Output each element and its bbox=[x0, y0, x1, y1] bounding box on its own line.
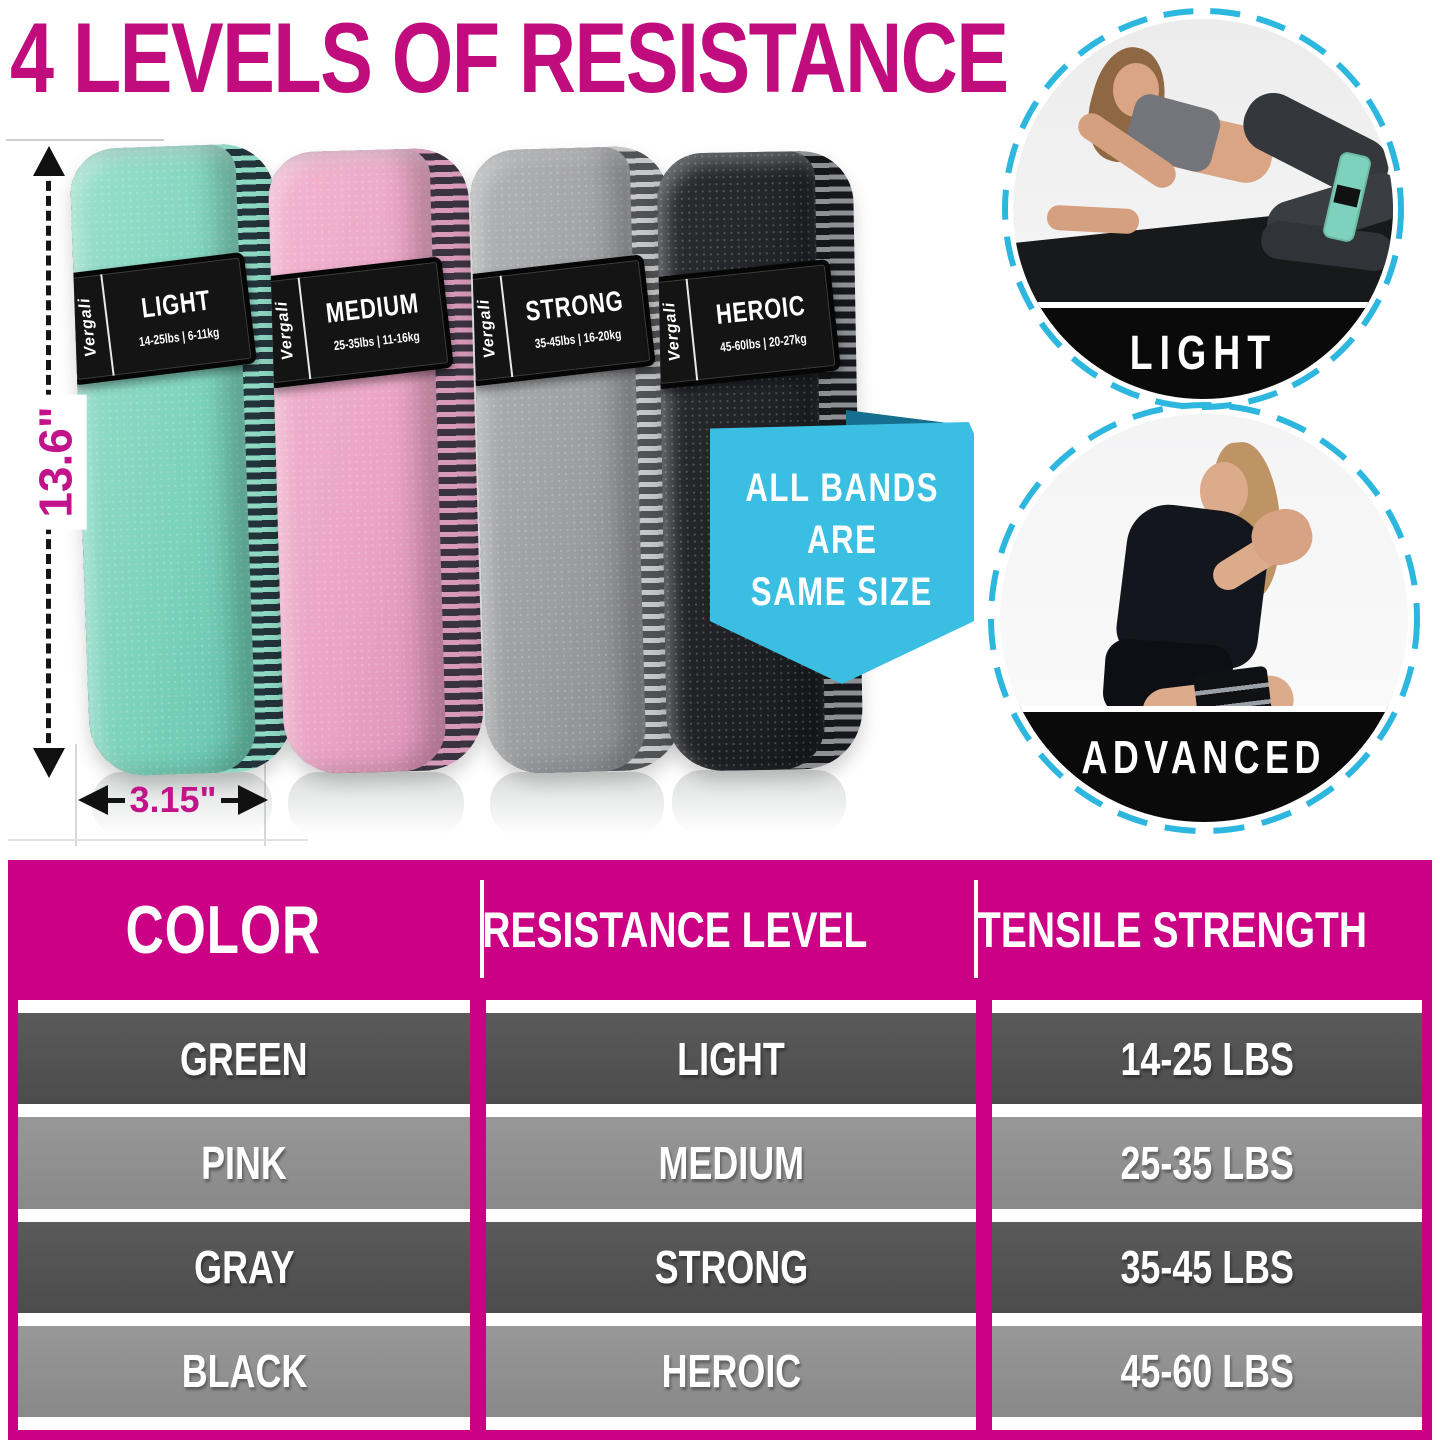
band-medium-pink: Vergali MEDIUM 25-35lbs | 11-16kg bbox=[267, 147, 485, 775]
band-strong-gray: Vergali STRONG 35-45lbs | 16-20kg bbox=[469, 145, 685, 775]
arrow-left-icon bbox=[78, 785, 108, 815]
height-measurement: 13.6" bbox=[24, 146, 87, 778]
band-level-text: MEDIUM bbox=[324, 287, 421, 329]
dashed-circle-border bbox=[988, 402, 1420, 834]
dashed-line-horizontal bbox=[108, 797, 126, 803]
band-label-light: Vergali LIGHT 14-25lbs | 6-11kg bbox=[69, 251, 258, 386]
arrow-right-icon bbox=[238, 785, 269, 815]
width-label: 3.15" bbox=[129, 779, 217, 820]
band-range-text: 14-25lbs | 6-11kg bbox=[138, 324, 221, 350]
banner-line: ALL BANDS bbox=[745, 466, 939, 510]
band-level-text: HEROIC bbox=[714, 289, 807, 330]
caption-bar: LIGHT bbox=[1013, 301, 1393, 399]
table-body: GREEN PINK GRAY BLACK LIGHT MEDIUM STRON… bbox=[18, 1000, 1422, 1430]
table-cell: LIGHT bbox=[486, 1000, 976, 1105]
table-cell: 45-60 LBS bbox=[992, 1312, 1422, 1417]
band-range-text: 45-60lbs | 20-27kg bbox=[719, 330, 808, 355]
dashed-line-horizontal bbox=[220, 797, 239, 803]
table-cell: STRONG bbox=[486, 1208, 976, 1313]
band-reflection bbox=[490, 772, 664, 836]
arrow-up-icon bbox=[33, 146, 65, 176]
page-title: 4 LEVELS OF RESISTANCE bbox=[10, 2, 1009, 113]
table-column-resistance: LIGHT MEDIUM STRONG HEROIC bbox=[486, 1000, 976, 1430]
guide-line-left bbox=[75, 744, 77, 846]
table-column-tensile: 14-25 LBS 25-35 LBS 35-45 LBS 45-60 LBS bbox=[992, 1000, 1422, 1430]
band-level-text: LIGHT bbox=[139, 284, 212, 324]
band-reflection bbox=[288, 772, 464, 836]
floor-line bbox=[8, 839, 308, 841]
dashed-circle-border bbox=[1002, 8, 1404, 410]
height-label: 13.6" bbox=[24, 394, 87, 530]
band-label-medium: Vergali MEDIUM 25-35lbs | 11-16kg bbox=[267, 256, 454, 389]
table-cell: BLACK bbox=[18, 1312, 470, 1417]
column-header-resistance: RESISTANCE LEVEL bbox=[482, 902, 868, 958]
band-fabric bbox=[69, 143, 257, 778]
photo-light-exercise: LIGHT bbox=[1013, 19, 1393, 399]
width-measurement: 3.15" bbox=[78, 774, 269, 826]
photo-caption: ADVANCED bbox=[1081, 730, 1327, 783]
band-label-heroic: Vergali HEROIC 45-60lbs | 20-27kg bbox=[656, 258, 841, 390]
header-divider bbox=[480, 880, 484, 978]
table-cell: 25-35 LBS bbox=[992, 1104, 1422, 1209]
table-cell: PINK bbox=[18, 1104, 470, 1209]
header-divider bbox=[974, 880, 978, 978]
band-range-text: 25-35lbs | 11-16kg bbox=[332, 328, 421, 354]
resistance-table: COLOR RESISTANCE LEVEL TENSILE STRENGTH … bbox=[8, 860, 1432, 1440]
band-level-text: STRONG bbox=[524, 284, 626, 327]
banner-line: ARE bbox=[806, 518, 878, 562]
banner-line: SAME SIZE bbox=[750, 570, 934, 614]
band-fabric bbox=[469, 146, 647, 775]
table-cell: 14-25 LBS bbox=[992, 1000, 1422, 1105]
table-cell: HEROIC bbox=[486, 1312, 976, 1417]
table-cell: MEDIUM bbox=[486, 1104, 976, 1209]
table-cell: 35-45 LBS bbox=[992, 1208, 1422, 1313]
caption-bar: ADVANCED bbox=[1000, 705, 1408, 822]
same-size-banner: ALL BANDS ARE SAME SIZE bbox=[710, 422, 974, 684]
table-column-color: GREEN PINK GRAY BLACK bbox=[18, 1000, 470, 1430]
photo-caption: LIGHT bbox=[1129, 326, 1277, 380]
band-range-text: 35-45lbs | 16-20kg bbox=[534, 326, 623, 352]
photo-circle-advanced: ADVANCED bbox=[986, 400, 1422, 836]
table-header-row: COLOR RESISTANCE LEVEL TENSILE STRENGTH bbox=[18, 860, 1422, 1000]
table-cell: GRAY bbox=[18, 1208, 470, 1313]
photo-circle-light: LIGHT bbox=[1000, 6, 1406, 412]
band-fabric bbox=[267, 148, 447, 775]
band-reflection bbox=[672, 770, 846, 834]
guide-line-top bbox=[6, 139, 164, 141]
table-cell: GREEN bbox=[18, 1000, 470, 1105]
band-light-green: Vergali LIGHT 14-25lbs | 6-11kg bbox=[69, 142, 295, 778]
column-header-color: COLOR bbox=[125, 892, 321, 968]
arrow-down-icon bbox=[33, 748, 65, 778]
column-header-tensile: TENSILE STRENGTH bbox=[976, 902, 1367, 958]
band-label-strong: Vergali STRONG 35-45lbs | 16-20kg bbox=[469, 254, 656, 387]
photo-advanced-exercise: ADVANCED bbox=[1000, 414, 1408, 822]
